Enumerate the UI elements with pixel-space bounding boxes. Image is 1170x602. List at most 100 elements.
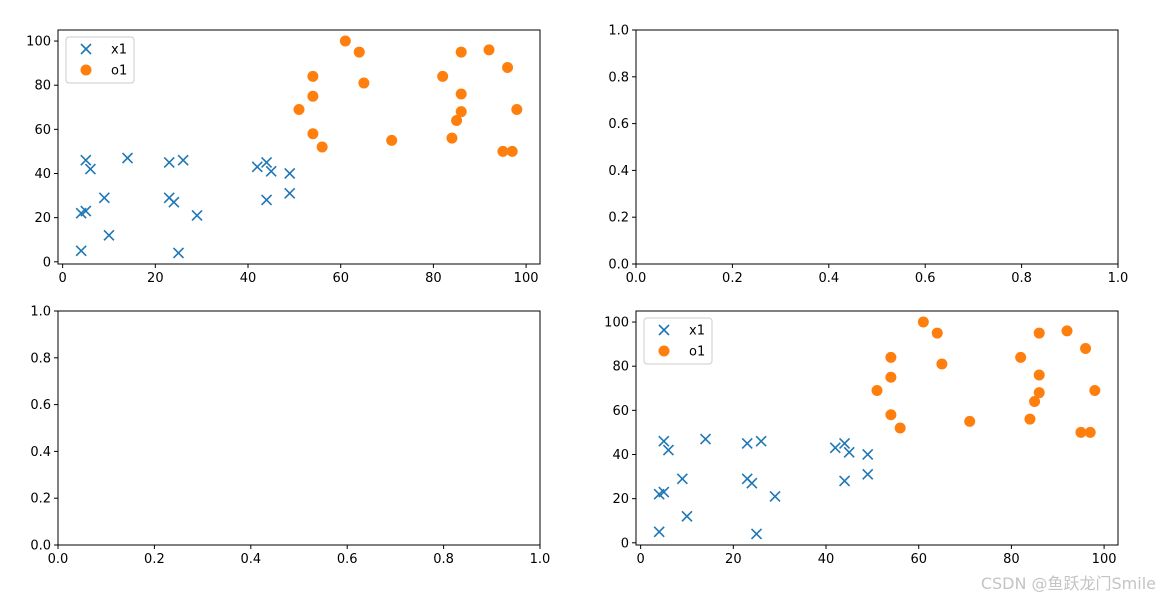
y-tick-label: 0 — [621, 536, 629, 551]
data-point-o1 — [339, 35, 351, 47]
data-point-o1 — [506, 145, 518, 157]
x-tick-label: 0.2 — [722, 271, 743, 286]
data-point-x1 — [662, 444, 675, 456]
y-tick-label: 0.0 — [608, 258, 629, 273]
x-tick-label: 0.0 — [626, 271, 647, 286]
series-o1 — [293, 35, 523, 157]
y-tick-label: 80 — [34, 79, 51, 94]
data-point-o1 — [358, 77, 370, 89]
x-tick-label: 100 — [1092, 552, 1117, 567]
x-tick-label: 80 — [425, 271, 442, 286]
data-point-x1 — [251, 161, 263, 173]
data-point-o1 — [511, 103, 523, 115]
x-tick-label: 0.4 — [818, 271, 839, 286]
marker-stroke — [163, 156, 175, 169]
data-point-x1 — [676, 473, 688, 485]
x-tick-label: 20 — [725, 552, 742, 567]
data-point-x1 — [829, 442, 841, 454]
data-point-o1 — [931, 327, 943, 339]
x-tick-label: 0.2 — [144, 552, 165, 567]
data-point-x1 — [681, 510, 693, 522]
data-point-o1 — [437, 70, 449, 82]
marker-stroke — [862, 448, 874, 461]
x-tick-label: 1.0 — [530, 552, 551, 567]
data-point-o1 — [386, 134, 398, 146]
x-tick-label: 80 — [1003, 552, 1020, 567]
marker-stroke — [676, 473, 688, 485]
data-point-x1 — [843, 446, 855, 458]
x-tick-label: 60 — [910, 552, 927, 567]
data-point-x1 — [838, 437, 851, 450]
data-point-o1 — [885, 371, 897, 383]
legend-marker-x1 — [658, 324, 670, 336]
data-point-o1 — [446, 132, 458, 144]
marker-stroke — [662, 444, 675, 456]
marker-stroke — [191, 209, 203, 221]
data-point-o1 — [451, 115, 463, 127]
legend-label-x1: x1 — [689, 324, 705, 339]
x-tick-label: 60 — [332, 271, 349, 286]
marker-stroke — [755, 435, 767, 447]
marker-stroke — [829, 442, 841, 454]
y-tick-label: 0.0 — [30, 539, 51, 554]
data-point-o1 — [885, 351, 897, 363]
marker-stroke — [658, 435, 670, 447]
y-tick-label: 0 — [43, 255, 51, 270]
y-tick-label: 40 — [34, 167, 51, 182]
data-point-o1 — [307, 90, 319, 102]
x-tick-label: 0.8 — [1011, 271, 1032, 286]
data-point-x1 — [658, 435, 670, 447]
marker-stroke — [838, 437, 851, 450]
watermark: CSDN @鱼跃龙门Smile — [980, 574, 1156, 593]
data-point-x1 — [755, 435, 767, 447]
x-tick-label: 0.0 — [48, 552, 69, 567]
axes-frame — [635, 29, 1119, 265]
data-point-x1 — [172, 247, 185, 259]
legend-marker-x1 — [80, 43, 92, 55]
data-point-o1 — [1080, 343, 1092, 355]
y-tick-label: 100 — [26, 35, 51, 50]
data-point-x1 — [260, 194, 273, 206]
data-point-x1 — [80, 205, 92, 217]
data-point-o1 — [455, 46, 467, 58]
subplot-top-right: 0.0 0.2 0.4 0.6 0.8 1.0 0.0 0.2 0.4 0.6 0.8 1.0 — [608, 24, 1128, 287]
x-tick-label: 100 — [514, 271, 539, 286]
data-point-o1 — [1033, 369, 1045, 381]
data-point-o1 — [316, 141, 328, 153]
marker-stroke — [168, 196, 180, 208]
data-point-o1 — [1075, 426, 1087, 438]
x-tick-label: 0 — [636, 552, 644, 567]
marker-stroke — [746, 477, 758, 489]
axes-frame — [57, 310, 541, 546]
data-point-o1 — [1061, 325, 1073, 337]
marker-stroke — [75, 245, 87, 257]
legend-label-o1: o1 — [111, 64, 127, 79]
marker-stroke — [653, 526, 665, 538]
axes-frame — [57, 29, 541, 265]
x-tick-label: 0 — [58, 271, 66, 286]
marker-stroke — [681, 510, 693, 522]
marker-stroke — [260, 194, 273, 206]
data-point-x1 — [741, 437, 753, 450]
data-point-o1 — [1089, 384, 1101, 396]
y-tick-label: 0.8 — [30, 351, 51, 366]
data-point-x1 — [121, 152, 134, 164]
data-point-x1 — [653, 526, 665, 538]
data-point-x1 — [862, 468, 874, 480]
data-point-o1 — [455, 106, 467, 118]
y-tick-label: 0.4 — [30, 445, 51, 460]
marker-stroke — [98, 192, 110, 204]
series-o1 — [871, 316, 1101, 438]
y-tick-label: 0.8 — [608, 70, 629, 85]
y-tick-label: 1.0 — [30, 305, 51, 320]
data-point-o1 — [483, 44, 495, 56]
data-point-x1 — [769, 490, 781, 502]
y-tick-label: 0.6 — [608, 117, 629, 132]
marker-stroke — [838, 475, 851, 487]
data-point-o1 — [871, 384, 883, 396]
data-point-o1 — [307, 128, 319, 140]
data-point-x1 — [284, 167, 296, 180]
